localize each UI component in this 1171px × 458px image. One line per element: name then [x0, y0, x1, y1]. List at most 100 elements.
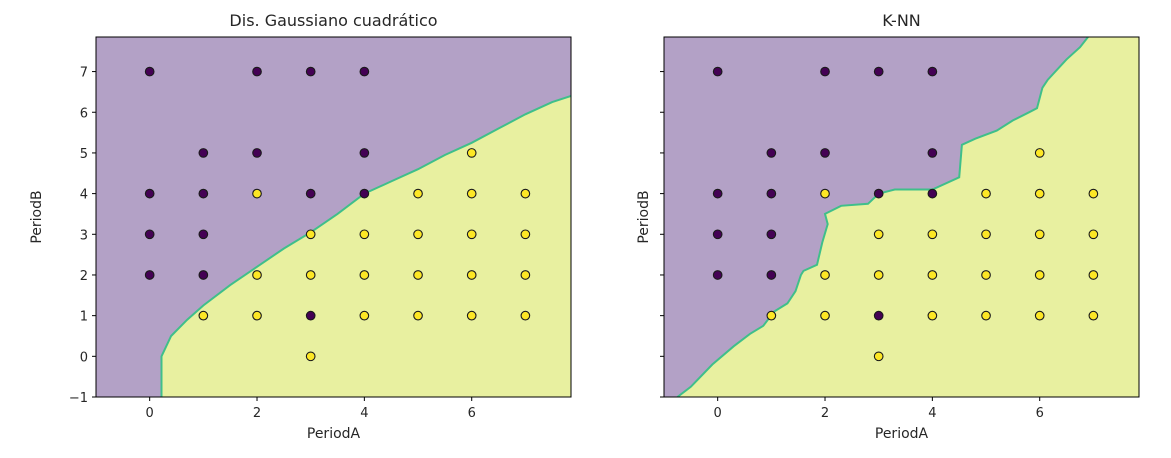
data-point — [766, 270, 777, 280]
data-point — [198, 310, 209, 321]
decision-boundary — [676, 37, 1089, 397]
data-point — [198, 229, 209, 240]
data-point — [981, 270, 991, 280]
data-point — [198, 270, 209, 280]
data-point — [359, 188, 370, 199]
region-class-1 — [677, 37, 1139, 397]
data-point — [144, 66, 155, 77]
data-point — [927, 229, 938, 240]
data-point — [252, 188, 262, 199]
y-tick-label: 1 — [80, 310, 88, 325]
data-point — [359, 270, 370, 280]
data-point — [1034, 310, 1045, 321]
x-axis-label: PeriodA — [875, 426, 929, 442]
data-point — [1088, 310, 1099, 321]
plot-frame — [95, 36, 572, 398]
data-point — [873, 310, 884, 321]
data-point — [1034, 188, 1045, 199]
data-point — [766, 148, 777, 158]
data-point — [873, 188, 884, 199]
data-point — [305, 351, 316, 362]
data-point — [820, 310, 830, 321]
data-point — [766, 229, 777, 240]
data-point — [927, 270, 938, 280]
data-point — [766, 310, 777, 321]
data-point — [520, 229, 531, 240]
data-point — [466, 310, 477, 321]
data-point — [520, 270, 531, 280]
data-point — [1088, 188, 1099, 199]
y-tick-label: −1 — [69, 391, 88, 406]
data-point — [873, 270, 884, 280]
data-point — [413, 270, 423, 280]
data-point — [305, 188, 316, 199]
data-point — [413, 188, 423, 199]
data-point — [927, 148, 938, 158]
data-point — [466, 229, 477, 240]
data-point — [1088, 270, 1099, 280]
data-point — [466, 148, 477, 158]
data-point — [359, 148, 370, 158]
data-point — [305, 310, 316, 321]
y-tick-label: 2 — [80, 269, 88, 284]
chart-title: K-NN — [882, 11, 921, 30]
data-point — [252, 270, 262, 280]
data-point — [981, 229, 991, 240]
x-axis-label: PeriodA — [307, 426, 361, 442]
right-chart-panel: 0 2 4 6 K-NN PeriodA PeriodB — [636, 11, 1140, 442]
chart-title: Dis. Gaussiano cuadrático — [229, 11, 437, 30]
y-tick-label: 3 — [80, 228, 88, 243]
y-tick-label: 7 — [80, 66, 88, 81]
data-point — [766, 188, 777, 199]
y-tick-label: 4 — [80, 188, 88, 203]
x-tick-label: 4 — [928, 406, 936, 421]
data-point — [252, 310, 262, 321]
x-tick-label: 6 — [468, 406, 476, 421]
data-point — [520, 310, 531, 321]
data-point — [305, 270, 316, 280]
data-point — [981, 188, 991, 199]
data-point — [820, 270, 830, 280]
data-point — [712, 270, 723, 280]
data-point — [305, 66, 316, 77]
data-point — [927, 66, 938, 77]
data-point — [1034, 148, 1045, 158]
x-tick-label: 0 — [714, 406, 722, 421]
x-tick-label: 2 — [821, 406, 829, 421]
data-point — [873, 229, 884, 240]
data-point — [712, 66, 723, 77]
data-point — [927, 310, 938, 321]
data-point — [144, 229, 155, 240]
x-tick-label: 2 — [253, 406, 261, 421]
data-point — [359, 310, 370, 321]
data-point — [712, 188, 723, 199]
data-point — [413, 229, 423, 240]
region-class-1 — [161, 96, 571, 397]
data-point — [1034, 270, 1045, 280]
y-axis-label: PeriodB — [636, 190, 652, 243]
data-point — [198, 148, 209, 158]
data-point — [820, 66, 830, 77]
data-point — [820, 148, 830, 158]
data-point — [198, 188, 209, 199]
data-point — [144, 270, 155, 280]
data-point — [712, 229, 723, 240]
data-point — [466, 270, 477, 280]
y-tick-label: 0 — [80, 350, 88, 365]
data-point — [359, 229, 370, 240]
data-point — [1088, 229, 1099, 240]
data-point — [252, 148, 262, 158]
data-point — [520, 188, 531, 199]
decision-boundary — [160, 95, 571, 397]
data-point — [305, 229, 316, 240]
data-point — [252, 66, 262, 77]
data-point — [873, 66, 884, 77]
x-tick-label: 6 — [1036, 406, 1044, 421]
data-point — [927, 188, 938, 199]
data-point — [873, 351, 884, 362]
y-axis-label: PeriodB — [29, 190, 45, 243]
data-point — [413, 310, 423, 321]
data-point — [466, 188, 477, 199]
x-tick-label: 4 — [360, 406, 368, 421]
